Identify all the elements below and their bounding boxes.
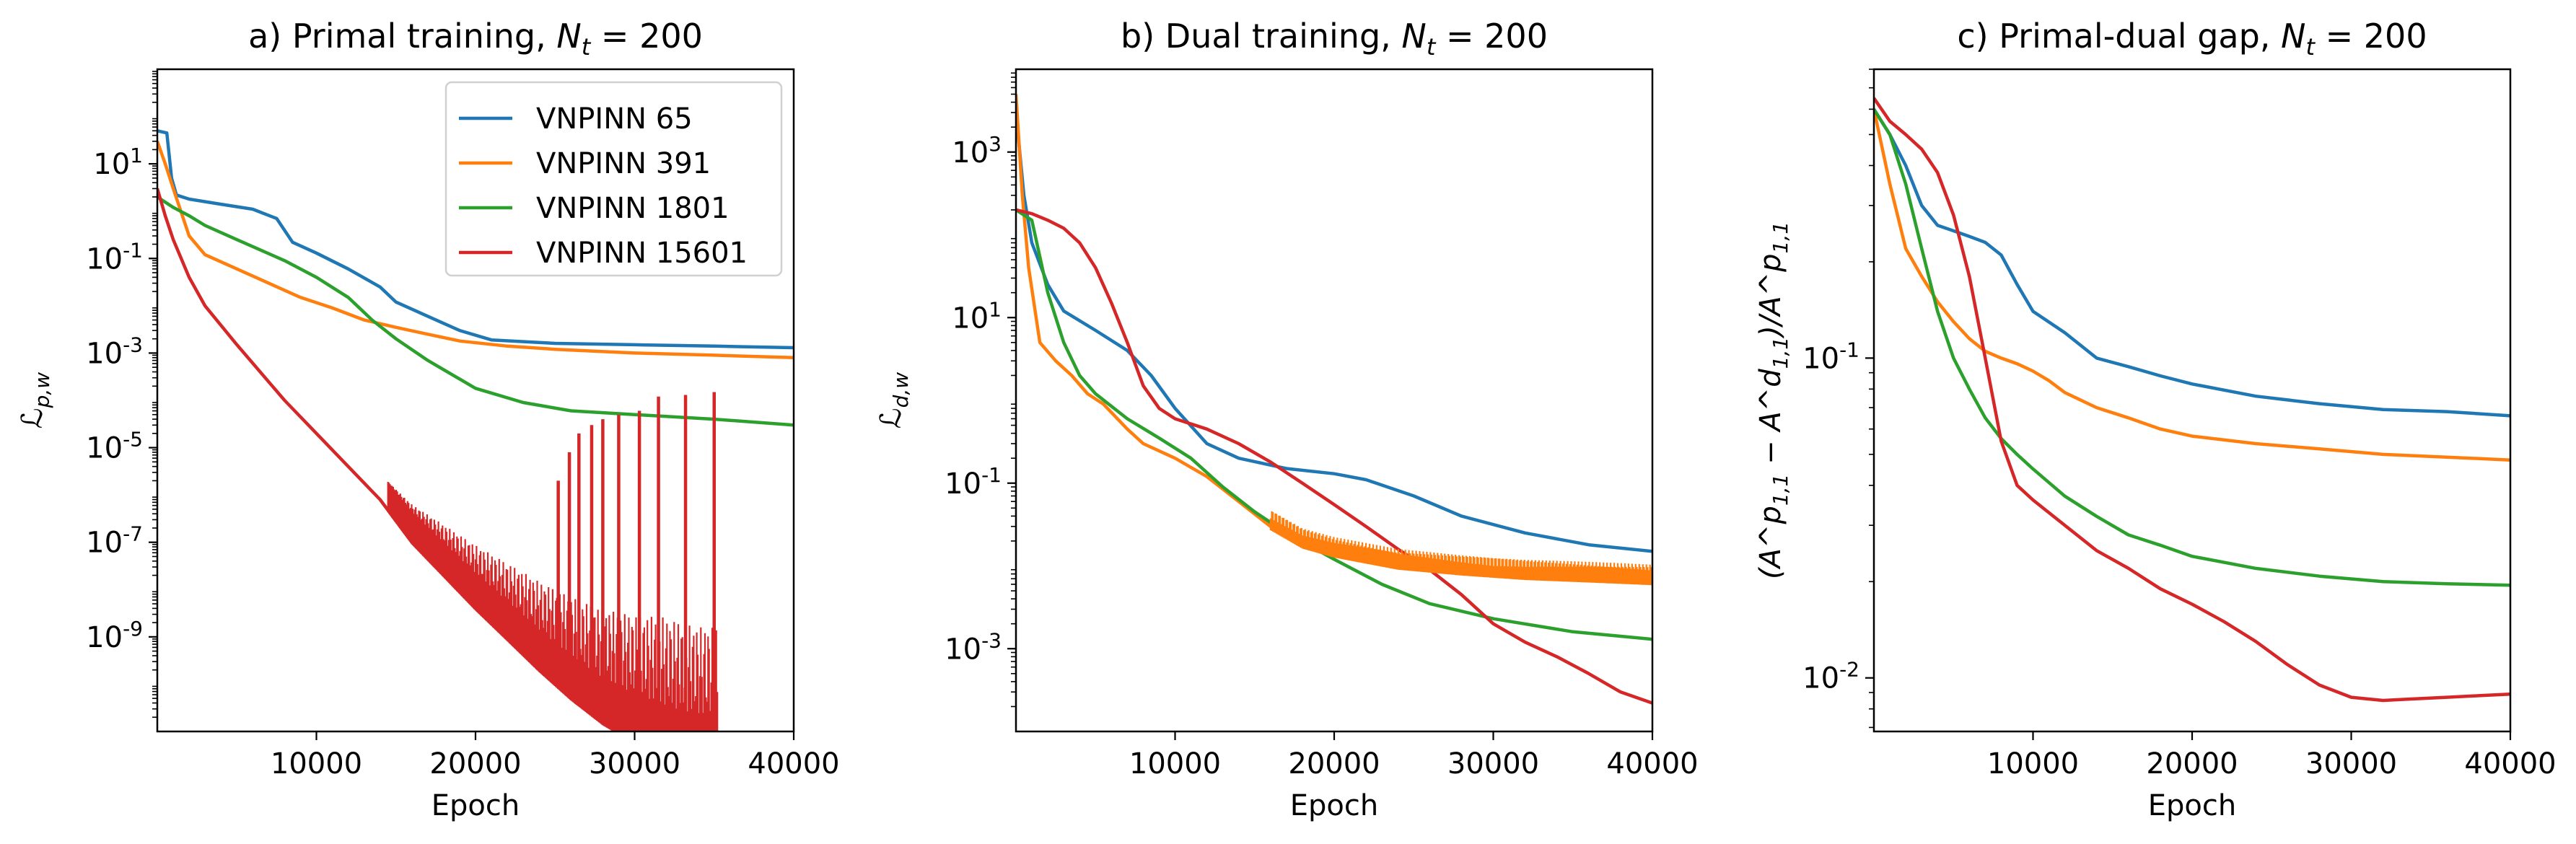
y-tick-label: 10-1​: [86, 238, 143, 276]
y-tick-label: 103​: [952, 132, 1002, 170]
y-tick-label: 10-1​: [945, 463, 1002, 501]
legend-label: VNPINN 391: [536, 147, 711, 180]
y-tick-label: 10-3​: [945, 628, 1002, 666]
legend-label: VNPINN 1801: [536, 192, 730, 225]
x-tick-label: 20000: [2146, 747, 2238, 781]
panel-primal-training: 10000 20000 30000 40000 10-9​ 10-7​ 10-5​ 10-3​…: [16, 17, 840, 822]
x-tick-label: 20000: [1288, 747, 1380, 781]
series-line-vnpinn-391: [1016, 94, 1652, 584]
legend-label: VNPINN 65: [536, 102, 693, 136]
x-tick-label: 30000: [1447, 747, 1539, 781]
y-axis-label: ℒp,w​: [16, 372, 54, 428]
series-line-vnpinn-65: [1016, 112, 1652, 553]
series-line-vnpinn-391: [1874, 108, 2510, 462]
x-axis-label: Epoch: [2148, 789, 2236, 822]
series-line-vnpinn-391: [157, 141, 794, 360]
chart-title: a) Primal training, Nt = 200: [248, 17, 703, 61]
legend-label: VNPINN 15601: [536, 237, 748, 270]
plot-area: [1874, 97, 2510, 703]
y-tick-label: 10-5​: [86, 428, 143, 465]
x-tick-label: 10000: [1987, 747, 2079, 781]
y-tick-label: 10-2​: [1802, 658, 1859, 695]
x-tick-label: 20000: [429, 747, 521, 781]
x-tick-label: 40000: [1606, 747, 1698, 781]
x-tick-label: 10000: [1129, 747, 1221, 781]
x-tick-label: 30000: [2305, 747, 2397, 781]
axes-frame: [1015, 68, 1654, 733]
series-line-vnpinn-65: [157, 129, 794, 350]
panel-primal-dual-gap: 10000 20000 30000 40000 10-2​ 10-1​ c) Primal-…: [1754, 17, 2557, 822]
series-line-vnpinn-15601: [1874, 97, 2510, 703]
x-tick-label: 30000: [589, 747, 680, 781]
x-tick-label: 40000: [748, 747, 839, 781]
x-axis-label: Epoch: [431, 789, 520, 822]
plot-area: [157, 129, 794, 731]
series-line-vnpinn-1801: [1016, 208, 1652, 641]
axes-frame: [1872, 68, 2512, 733]
y-tick-label: 101​: [93, 144, 143, 181]
y-tick-label: 10-3​: [86, 333, 143, 370]
oscillation-band: [1269, 511, 1652, 586]
series-line-vnpinn-65: [1874, 108, 2510, 418]
oscillation-band: [387, 482, 719, 731]
y-tick-label: 10-1​: [1802, 338, 1859, 375]
y-axis-label: ℒd,w​: [875, 372, 913, 428]
plot-area: [1016, 94, 1652, 705]
y-axis-label: (A^p1,1 − A^d1,1)/A^p1,1​: [1754, 221, 1792, 579]
x-axis-label: Epoch: [1290, 789, 1378, 822]
series-line-vnpinn-15601: [1016, 208, 1652, 705]
chart-title: c) Primal-dual gap, Nt = 200: [1957, 17, 2427, 61]
y-tick-label: 10-9​: [86, 617, 143, 654]
chart-title: b) Dual training, Nt = 200: [1121, 17, 1548, 61]
y-tick-label: 101​: [952, 297, 1002, 335]
x-tick-label: 10000: [271, 747, 362, 781]
series-line-vnpinn-1801: [1874, 108, 2510, 587]
y-tick-label: 10-7​: [86, 522, 143, 560]
panel-dual-training: 10000 20000 30000 40000 10-3​ 10-1​ 101​ 103​ b)…: [875, 17, 1699, 822]
x-tick-label: 40000: [2464, 747, 2556, 781]
legend: VNPINN 65 VNPINN 391 VNPINN 1801 VNPINN 156…: [444, 81, 783, 277]
series-line-vnpinn-1801: [157, 195, 794, 427]
